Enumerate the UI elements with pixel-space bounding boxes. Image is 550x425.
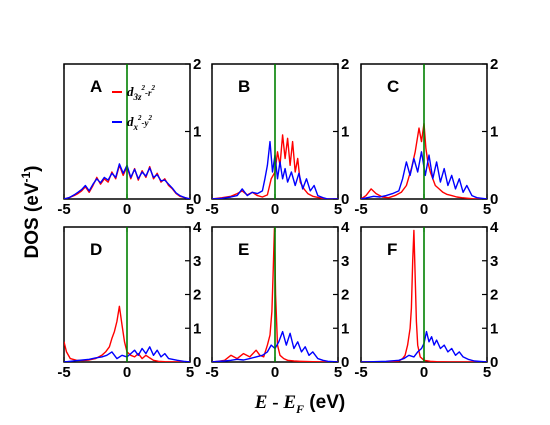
y-tick-label: 3 <box>341 253 349 270</box>
x-tick-label: 5 <box>334 364 342 381</box>
y-tick-label: 1 <box>341 320 349 337</box>
y-tick-label: 0 <box>341 354 349 371</box>
x-tick-label: 5 <box>186 364 194 381</box>
y-axis-title-sup: -1 <box>19 171 33 182</box>
x-tick-label: -5 <box>354 201 367 218</box>
x-axis-title: E - EF (eV) <box>254 392 345 416</box>
x-tick-label: 0 <box>420 364 428 381</box>
x-tick-label: 5 <box>483 364 491 381</box>
y-tick-label: 0 <box>193 354 201 371</box>
y-axis-title-main: DOS (eV <box>22 182 43 258</box>
x-tick-label: 0 <box>123 364 131 381</box>
x-axis-title-unit: (eV) <box>304 392 345 413</box>
x-tick-label: 0 <box>271 364 279 381</box>
series-line-blue <box>361 151 487 199</box>
x-tick-label: -5 <box>57 364 70 381</box>
x-tick-label: 5 <box>334 201 342 218</box>
y-tick-label: 1 <box>341 124 349 141</box>
y-tick-label: 2 <box>490 56 498 73</box>
y-tick-label: 1 <box>193 320 201 337</box>
series-line-blue <box>212 140 338 199</box>
panel-letter: F <box>387 240 397 259</box>
x-tick-label: 5 <box>483 201 491 218</box>
y-axis-title: DOS (eV-1) <box>19 165 43 258</box>
x-axis-title-minus: - <box>267 392 283 413</box>
y-tick-label: 0 <box>490 191 498 208</box>
panel-letter: B <box>238 77 250 96</box>
y-tick-label: 2 <box>193 56 201 73</box>
y-tick-label: 0 <box>193 191 201 208</box>
x-tick-label: 0 <box>123 201 131 218</box>
y-tick-label: 0 <box>490 354 498 371</box>
x-tick-label: -5 <box>354 364 367 381</box>
x-tick-label: -5 <box>205 364 218 381</box>
series-line-red <box>361 122 487 199</box>
x-tick-label: -5 <box>57 201 70 218</box>
y-tick-label: 2 <box>341 56 349 73</box>
y-tick-label: 3 <box>490 253 498 270</box>
legend: d3z2-r2 dx2-y2 <box>112 84 156 132</box>
panel-letter: E <box>238 240 249 259</box>
series-line-blue <box>212 330 338 362</box>
y-tick-label: 1 <box>490 320 498 337</box>
x-tick-label: 0 <box>420 201 428 218</box>
panel-letter: C <box>387 77 399 96</box>
y-tick-label: 0 <box>341 191 349 208</box>
series-line-red <box>212 227 338 362</box>
legend-entry: dx2-y2 <box>127 114 153 132</box>
y-tick-label: 2 <box>490 287 498 304</box>
y-tick-label: 4 <box>490 219 499 236</box>
y-tick-label: 1 <box>193 124 201 141</box>
y-axis-title-close: ) <box>22 165 43 171</box>
x-axis-title-EF-sub: F <box>295 402 304 416</box>
y-tick-label: 2 <box>341 287 349 304</box>
y-tick-label: 4 <box>193 219 202 236</box>
y-tick-label: 4 <box>341 219 350 236</box>
series-line-blue <box>64 346 190 362</box>
y-tick-label: 3 <box>193 253 201 270</box>
legend-entry: d3z2-r2 <box>127 84 156 102</box>
x-tick-label: 0 <box>271 201 279 218</box>
y-tick-label: 1 <box>490 124 498 141</box>
x-tick-label: 5 <box>186 201 194 218</box>
panel-letter: A <box>90 77 102 96</box>
panel-letter: D <box>90 240 102 259</box>
series-line-blue <box>361 330 487 362</box>
x-axis-title-E: E <box>254 392 268 413</box>
y-tick-label: 2 <box>193 287 201 304</box>
x-axis-title-EF: E <box>282 392 296 413</box>
x-tick-label: -5 <box>205 201 218 218</box>
